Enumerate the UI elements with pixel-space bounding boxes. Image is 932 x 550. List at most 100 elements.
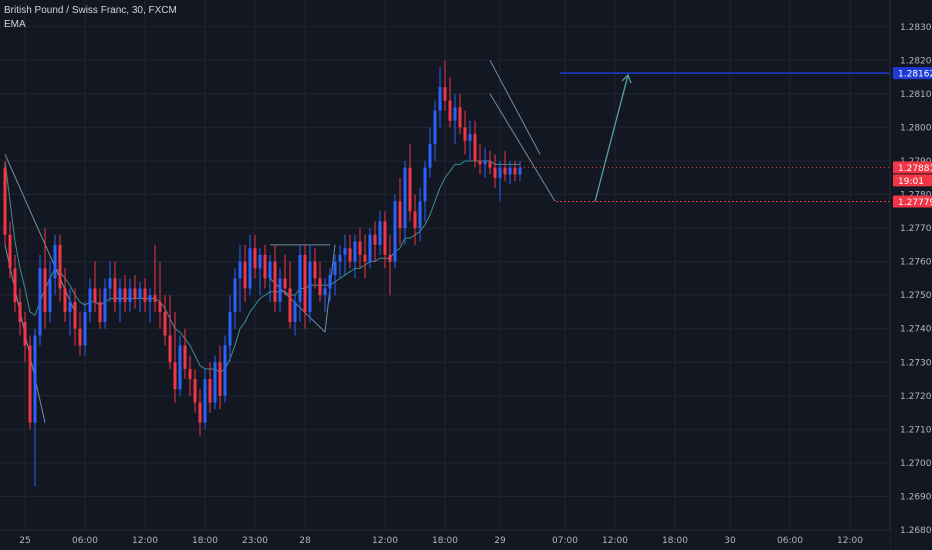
price-tick-label: 1.27600 — [900, 258, 932, 268]
candle-body — [138, 288, 142, 299]
ema-polyline — [4, 160, 520, 373]
candle-body — [83, 311, 87, 346]
price-axis[interactable]: 1.283001.282001.281001.280001.279001.278… — [889, 0, 932, 550]
candle-body — [388, 254, 392, 262]
candle-body — [203, 379, 207, 423]
candle-body — [188, 368, 192, 380]
candle-body — [263, 254, 267, 279]
candle-body — [18, 301, 22, 322]
candle-body — [358, 241, 362, 255]
candle-body — [13, 268, 17, 302]
candle-body — [318, 278, 322, 296]
candle-body — [163, 311, 167, 336]
candle-body — [333, 261, 337, 276]
pattern-line — [269, 278, 326, 333]
candle-body — [193, 379, 197, 403]
candle-body — [498, 167, 502, 178]
candle-body — [148, 295, 152, 302]
price-tick-label: 1.26900 — [900, 492, 932, 502]
price-tick-label: 1.27700 — [900, 224, 932, 234]
target-price-tag-bg — [893, 67, 932, 80]
time-tick-label: 25 — [19, 536, 30, 546]
price-tick-label: 1.28000 — [900, 123, 932, 133]
candle-body — [198, 402, 202, 423]
candle-body — [248, 248, 252, 289]
candle-body — [508, 167, 512, 175]
time-tick-label: 12:00 — [132, 536, 158, 546]
candle-body — [243, 261, 247, 289]
candle-body — [473, 134, 477, 161]
candle-body — [378, 221, 382, 245]
candles — [3, 60, 522, 487]
time-tick-label: 12:00 — [602, 536, 628, 546]
indicator-label[interactable]: EMA — [4, 19, 26, 30]
ema-line — [4, 160, 520, 373]
pattern-line — [4, 154, 76, 313]
candle-body — [483, 160, 487, 165]
time-axis[interactable]: 25 06:00 12:00 18:00 23:00 28 12:00 18:00 29 07:0… — [0, 529, 890, 550]
last-price-tag: 1.27881 — [898, 164, 932, 174]
candle-body — [298, 254, 302, 302]
candle-body — [108, 278, 112, 289]
candle-body — [3, 167, 7, 235]
candle-body — [423, 167, 427, 202]
time-tick-label: 18:00 — [432, 536, 458, 546]
trend-drawings[interactable] — [4, 60, 632, 423]
countdown-tag-bg — [893, 174, 932, 187]
candle-body — [398, 201, 402, 229]
candle-body — [438, 87, 442, 111]
candle-body — [98, 301, 102, 322]
candle-body — [353, 241, 357, 262]
candle-body — [478, 160, 482, 165]
candle-body — [208, 379, 212, 403]
candle-body — [408, 167, 412, 212]
candle-body — [368, 234, 372, 262]
candle-body — [253, 248, 257, 269]
price-tick-label: 1.27300 — [900, 358, 932, 368]
candle-body — [233, 278, 237, 312]
stop-price-tag-bg — [893, 195, 932, 208]
candle-body — [128, 288, 132, 302]
candle-body — [348, 248, 352, 262]
price-levels[interactable] — [520, 72, 890, 203]
candle-body — [278, 278, 282, 302]
candle-body — [133, 288, 137, 299]
candle-body — [343, 248, 347, 255]
symbol-title[interactable]: British Pound / Swiss Franc, 30, FXCM — [4, 5, 177, 16]
candle-body — [273, 261, 277, 302]
candle-body — [443, 87, 447, 101]
candle-body — [363, 254, 367, 262]
candle-body — [48, 278, 52, 312]
candle-body — [93, 288, 97, 302]
time-axis-bg — [0, 530, 890, 550]
candle-body — [458, 107, 462, 128]
target-arrow-shaft — [594, 74, 629, 202]
candle-body — [493, 167, 497, 178]
target-arrow-head — [621, 73, 632, 84]
candle-body — [288, 288, 292, 322]
candle-body — [28, 345, 32, 423]
time-tick-label: 06:00 — [777, 536, 803, 546]
pattern-line — [489, 93, 556, 202]
candle-body — [103, 288, 107, 322]
candle-body — [118, 288, 122, 302]
price-tick-label: 1.28200 — [900, 56, 932, 66]
price-tick-label: 1.27100 — [900, 425, 932, 435]
candle-body — [123, 288, 127, 302]
candle-body — [88, 288, 92, 312]
candle-body — [23, 322, 27, 346]
candle-body — [63, 288, 67, 312]
candle-body — [153, 295, 157, 302]
price-tick-label: 1.27000 — [900, 459, 932, 469]
candle-body — [428, 144, 432, 168]
target-price-tag: 1.28162 — [898, 70, 932, 80]
time-tick-label: 18:00 — [192, 536, 218, 546]
candle-body — [158, 301, 162, 312]
candle-body — [518, 167, 522, 175]
candle-body — [313, 261, 317, 279]
candle-body — [323, 288, 327, 296]
time-tick-label: 18:00 — [662, 536, 688, 546]
candle-body — [173, 362, 177, 390]
chart-legend: British Pound / Swiss Franc, 30, FXCM EM… — [4, 4, 177, 32]
